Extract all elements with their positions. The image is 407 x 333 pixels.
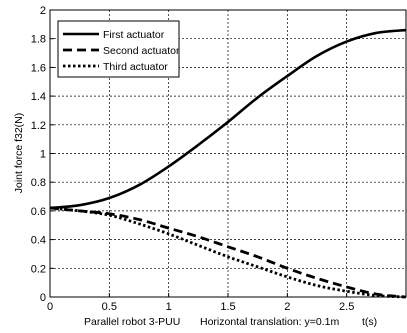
x-tick-label: 1 <box>166 301 172 313</box>
x-tick-label: 2.5 <box>339 301 354 313</box>
y-tick-label: 0.8 <box>31 177 46 189</box>
x-tick-label: 2 <box>284 301 290 313</box>
y-tick-label: 1.2 <box>31 120 46 132</box>
x-axis-label-right: Horizontal translation: y=0.1m <box>200 316 339 328</box>
x-axis-label-left: Parallel robot 3-PUU <box>84 316 180 328</box>
y-tick-label: 0 <box>40 292 46 304</box>
series-line-1 <box>49 28 407 210</box>
x-axis-unit: t(s) <box>362 316 377 328</box>
y-tick-label: 1 <box>40 149 46 161</box>
legend-label-3: Third actuator <box>103 61 168 73</box>
legend: First actuator Second actuator Third actua… <box>57 20 180 78</box>
y-tick-label: 1.6 <box>31 62 46 74</box>
y-tick-label: 0.2 <box>31 263 46 275</box>
y-tick-label: 0.6 <box>31 206 46 218</box>
x-tick-label: 0.5 <box>102 301 117 313</box>
y-tick-label: 1.4 <box>31 91 46 103</box>
ticks: 0 0.5 1 1.5 2 2.5 0 0.2 0.4 0.6 0.8 1 1.2 1.4 1.6 1.8 2 <box>31 5 355 313</box>
series-layer <box>49 28 407 299</box>
y-axis-label: Joint force f32(N) <box>13 113 25 194</box>
x-tick-label: 1.5 <box>220 301 235 313</box>
legend-label-2: Second actuator <box>103 45 180 57</box>
grid <box>50 10 406 297</box>
legend-label-1: First actuator <box>103 29 165 41</box>
y-tick-label: 2 <box>40 5 46 17</box>
y-tick-label: 1.8 <box>31 34 46 46</box>
series-line-3 <box>49 206 407 299</box>
y-tick-label: 0.4 <box>31 235 46 247</box>
x-tick-label: 0 <box>47 301 53 313</box>
series-line-2 <box>49 206 407 299</box>
